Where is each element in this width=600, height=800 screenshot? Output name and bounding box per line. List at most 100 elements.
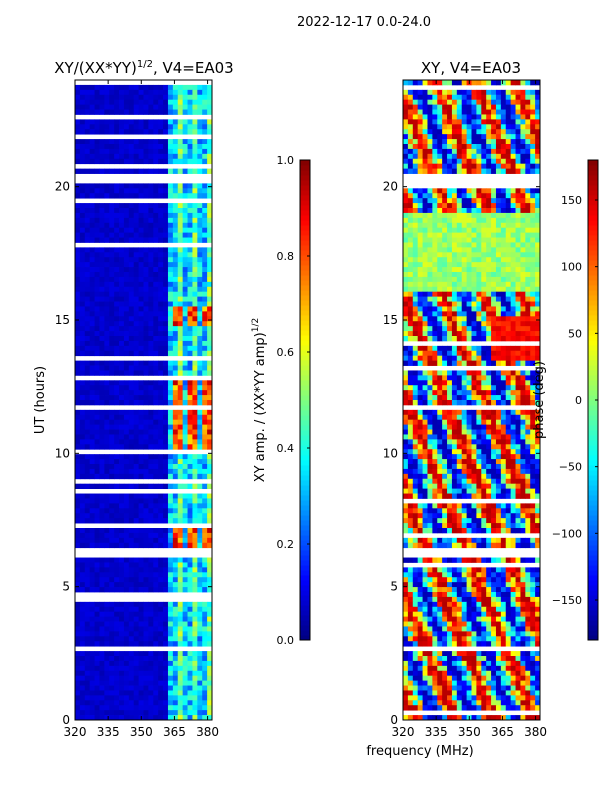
heat-cell bbox=[202, 483, 208, 490]
heat-cell bbox=[422, 296, 428, 302]
heat-cell bbox=[461, 350, 467, 357]
heat-cell bbox=[197, 601, 203, 608]
heat-cell bbox=[510, 321, 516, 327]
heat-cell bbox=[148, 217, 154, 224]
heat-cell bbox=[530, 188, 536, 194]
heat-cell bbox=[158, 247, 164, 253]
heat-cell bbox=[486, 414, 492, 421]
heat-cell bbox=[119, 153, 125, 160]
heat-cell bbox=[447, 212, 453, 219]
heat-cell bbox=[500, 301, 507, 307]
heat-cell bbox=[138, 582, 144, 588]
heat-cell bbox=[451, 306, 458, 312]
heat-cell bbox=[197, 419, 203, 426]
heat-cell bbox=[153, 670, 159, 677]
heat-cell bbox=[500, 114, 507, 120]
heat-cell bbox=[432, 336, 438, 342]
heat-cell bbox=[75, 301, 81, 307]
heat-cell bbox=[481, 326, 487, 332]
heat-cell bbox=[187, 537, 193, 544]
heat-cell bbox=[417, 395, 423, 401]
heat-cell bbox=[202, 473, 208, 480]
heat-cell bbox=[486, 217, 492, 224]
heat-cell bbox=[148, 390, 154, 396]
heat-cell bbox=[197, 153, 203, 160]
heat-cell bbox=[75, 350, 81, 357]
heat-cell bbox=[133, 660, 139, 667]
heat-cell bbox=[94, 680, 100, 686]
heat-cell bbox=[172, 84, 179, 91]
heat-cell bbox=[123, 370, 130, 376]
heat-cell bbox=[495, 188, 502, 194]
heat-cell bbox=[471, 247, 477, 253]
heat-cell bbox=[158, 537, 164, 544]
heat-cell bbox=[456, 360, 463, 366]
heat-cell bbox=[148, 232, 154, 238]
heat-cell bbox=[412, 262, 419, 268]
heat-cell bbox=[530, 193, 536, 199]
heat-cell bbox=[133, 670, 139, 677]
heat-cell bbox=[99, 267, 105, 273]
heat-cell bbox=[525, 414, 531, 421]
heat-cell bbox=[182, 454, 188, 460]
heat-cell bbox=[158, 577, 164, 583]
heat-cell bbox=[99, 153, 105, 160]
heat-cell bbox=[163, 306, 169, 312]
heat-cell bbox=[75, 104, 81, 110]
heat-cell bbox=[104, 434, 110, 440]
heat-cell bbox=[207, 262, 213, 268]
heat-cell bbox=[427, 390, 433, 396]
heat-cell bbox=[535, 144, 541, 150]
heat-cell bbox=[192, 365, 198, 371]
heat-cell bbox=[422, 370, 428, 376]
heat-cell bbox=[123, 257, 130, 263]
heat-cell bbox=[148, 508, 154, 514]
heat-cell bbox=[133, 675, 139, 682]
heat-cell bbox=[491, 419, 497, 426]
heat-cell bbox=[197, 276, 203, 283]
heat-cell bbox=[412, 267, 419, 273]
heat-cell bbox=[138, 188, 144, 194]
heat-cell bbox=[84, 508, 91, 514]
heat-cell bbox=[495, 336, 502, 342]
heat-cell bbox=[177, 419, 184, 426]
heat-cell bbox=[207, 557, 213, 563]
heat-cell bbox=[412, 158, 419, 165]
heat-cell bbox=[75, 444, 81, 450]
heat-cell bbox=[530, 99, 536, 106]
heat-cell bbox=[481, 355, 487, 362]
heat-cell bbox=[515, 222, 521, 229]
heat-cell bbox=[163, 651, 169, 657]
heat-cell bbox=[447, 134, 453, 140]
heat-cell bbox=[461, 104, 467, 110]
heat-cell bbox=[447, 109, 453, 115]
heat-cell bbox=[128, 557, 135, 563]
heat-cell bbox=[114, 493, 120, 499]
heat-cell bbox=[79, 212, 86, 219]
heat-cell bbox=[192, 222, 198, 229]
heat-cell bbox=[94, 641, 100, 647]
heat-cell bbox=[437, 227, 443, 234]
heat-cell bbox=[495, 370, 502, 376]
heat-cell bbox=[79, 168, 86, 174]
heat-cell bbox=[158, 336, 164, 342]
heat-cell bbox=[525, 321, 531, 327]
heat-cell bbox=[177, 311, 184, 317]
heat-cell bbox=[99, 557, 105, 563]
heat-cell bbox=[515, 350, 521, 357]
heat-cell bbox=[447, 124, 453, 130]
heat-cell bbox=[84, 483, 91, 490]
heat-cell bbox=[163, 360, 169, 366]
heat-cell bbox=[94, 636, 100, 642]
heat-cell bbox=[167, 158, 174, 165]
heat-cell bbox=[94, 296, 100, 302]
heat-cell bbox=[128, 385, 135, 391]
heat-cell bbox=[128, 537, 135, 544]
colorbar-segment bbox=[300, 590, 310, 596]
heat-cell bbox=[486, 237, 492, 243]
heat-cell bbox=[456, 257, 463, 263]
heat-cell bbox=[187, 208, 193, 214]
heat-cell bbox=[510, 380, 516, 386]
heat-cell bbox=[153, 715, 159, 721]
heat-cell bbox=[104, 685, 110, 691]
